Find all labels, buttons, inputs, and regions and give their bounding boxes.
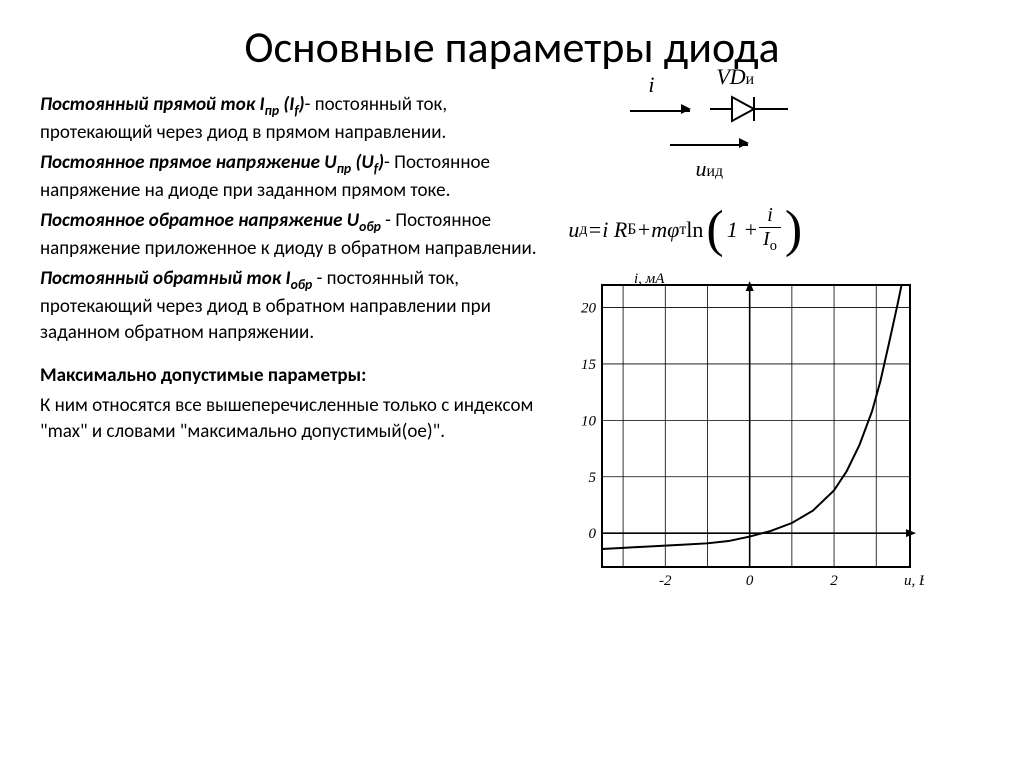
svg-text:0: 0 xyxy=(589,526,597,542)
param-reverse-current: Постоянный обратный ток Iобр - постоянны… xyxy=(40,266,540,346)
voltage-arrow-icon xyxy=(670,130,748,156)
page-title: Основные параметры диода xyxy=(40,20,984,74)
param-forward-current: Постоянный прямой ток Iпр (If)- постоянн… xyxy=(40,92,540,146)
svg-text:20: 20 xyxy=(581,301,597,317)
svg-text:i, мА: i, мА xyxy=(634,271,665,287)
current-arrow-icon xyxy=(630,96,690,121)
diode-equation: uд = i RБ + mφт ln ( 1 + i Iо ) xyxy=(568,204,805,255)
svg-text:u, В: u, В xyxy=(904,573,924,589)
max-params-body: К ним относятся все вышеперечисленные то… xyxy=(40,393,540,444)
iv-curve-chart: -20205101520i, мАu, В xyxy=(564,267,924,602)
svg-text:10: 10 xyxy=(581,413,597,429)
svg-text:15: 15 xyxy=(581,357,597,373)
max-params-head: Максимально допустимые параметры: xyxy=(40,363,540,389)
svg-text:2: 2 xyxy=(831,573,839,589)
svg-text:0: 0 xyxy=(746,573,754,589)
svg-text:5: 5 xyxy=(589,470,597,486)
content: Постоянный прямой ток Iпр (If)- постоянн… xyxy=(40,92,984,602)
param-reverse-voltage: Постоянное обратное напряжение Uобр - По… xyxy=(40,208,540,262)
figure-column: i VDи uид uд = xyxy=(564,92,984,602)
text-column: Постоянный прямой ток Iпр (If)- постоянн… xyxy=(40,92,540,602)
param-forward-voltage: Постоянное прямое напряжение Uпр (Uf)- П… xyxy=(40,150,540,204)
diode-icon xyxy=(710,92,788,126)
svg-text:-2: -2 xyxy=(659,573,672,589)
diode-symbol-diagram: i VDи uид xyxy=(594,92,824,182)
